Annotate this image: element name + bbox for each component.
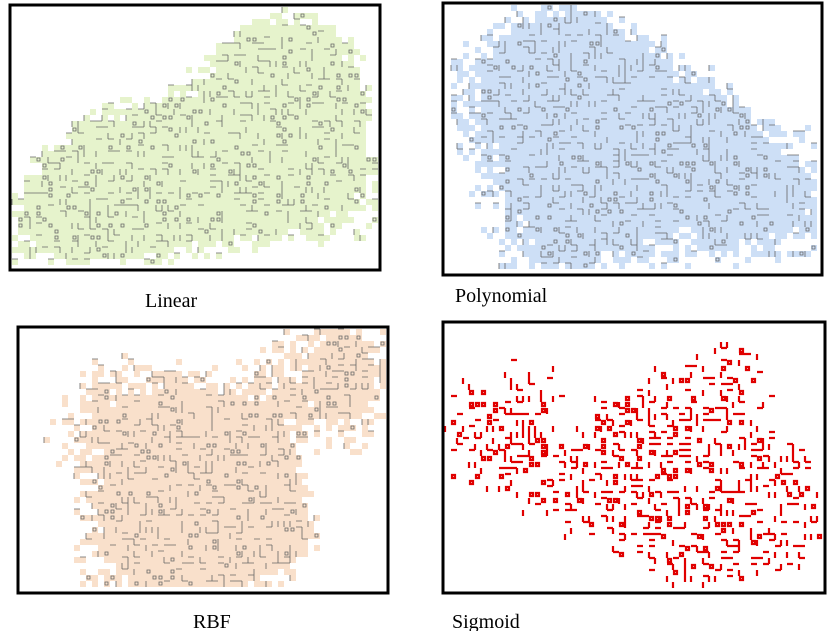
figure: Linear Polynomial RBF Sigmoid (0, 0, 827, 631)
panel-sigmoid (443, 322, 825, 593)
panel-label: Sigmoid (452, 611, 520, 631)
panel-linear (10, 5, 380, 270)
panel-label: Polynomial (455, 285, 548, 307)
panel-label: RBF (193, 611, 231, 631)
panel-label: Linear (145, 290, 198, 312)
panel-polynomial (443, 3, 822, 275)
panel-rbf (18, 327, 388, 593)
